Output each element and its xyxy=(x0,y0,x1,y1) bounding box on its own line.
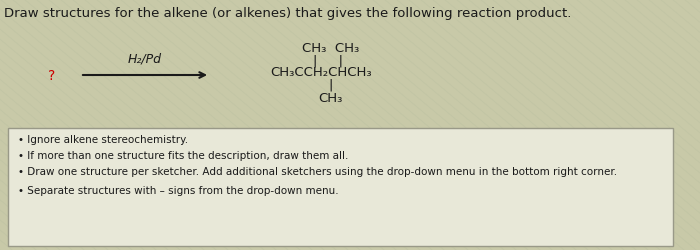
Text: CH₃: CH₃ xyxy=(318,91,342,104)
Text: |: | xyxy=(328,78,332,91)
FancyBboxPatch shape xyxy=(8,128,673,246)
Text: • Draw one structure per sketcher. Add additional sketchers using the drop-down : • Draw one structure per sketcher. Add a… xyxy=(18,166,617,176)
Text: • Ignore alkene stereochemistry.: • Ignore alkene stereochemistry. xyxy=(18,134,188,144)
Text: • If more than one structure fits the description, draw them all.: • If more than one structure fits the de… xyxy=(18,150,349,160)
Text: Draw structures for the alkene (or alkenes) that gives the following reaction pr: Draw structures for the alkene (or alken… xyxy=(4,7,571,20)
Text: CH₃CCH₂CHCH₃: CH₃CCH₂CHCH₃ xyxy=(270,66,372,79)
Text: CH₃  CH₃: CH₃ CH₃ xyxy=(302,42,359,55)
Text: ?: ? xyxy=(48,69,55,83)
Text: |     |: | | xyxy=(313,54,343,67)
Text: • Separate structures with – signs from the drop-down menu.: • Separate structures with – signs from … xyxy=(18,185,339,195)
Text: H₂/Pd: H₂/Pd xyxy=(128,53,162,66)
